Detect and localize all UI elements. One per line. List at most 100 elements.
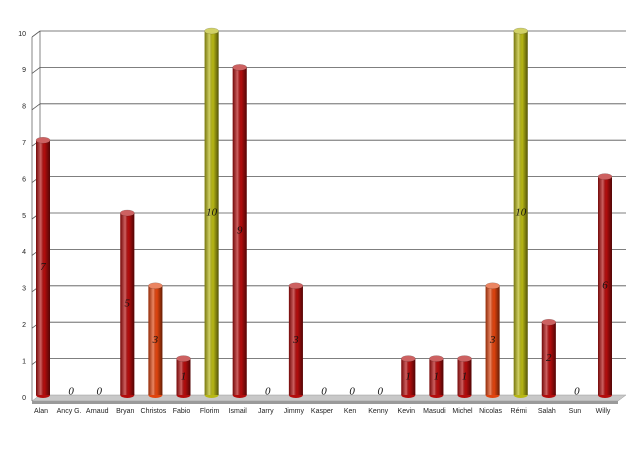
value-label: 0: [377, 386, 383, 398]
bar-shade: [541, 322, 556, 395]
x-tick-label: Ancy G.: [57, 408, 82, 415]
x-tick-label: Rémi: [511, 408, 528, 415]
bar-top: [232, 64, 247, 71]
bar-top: [513, 27, 528, 35]
value-label: 3: [489, 334, 496, 346]
value-label: 9: [237, 225, 243, 237]
x-tick-label: Bryan: [116, 408, 134, 415]
value-label: 0: [265, 386, 271, 398]
x-tick-label: Ken: [344, 408, 357, 415]
bar-top-highlight: [429, 355, 444, 362]
value-label: 1: [434, 370, 440, 382]
y-tick-label: 4: [22, 249, 26, 256]
value-label: 6: [602, 279, 608, 291]
bar-top-highlight: [232, 64, 247, 71]
y-tick-label: 0: [22, 395, 26, 402]
y-tick-label: 3: [22, 286, 26, 293]
bar-top-highlight: [204, 28, 219, 34]
value-label: 1: [462, 370, 468, 382]
value-label: 10: [515, 207, 527, 219]
bar-top: [120, 209, 135, 217]
value-label: 0: [321, 386, 327, 398]
bar-top: [204, 27, 219, 35]
x-tick-label: Sun: [569, 408, 582, 415]
y-tick-label: 7: [22, 140, 26, 147]
value-label: 1: [406, 370, 412, 382]
bar-shade: [429, 358, 444, 395]
y-tick-label: 1: [22, 358, 26, 365]
x-tick-label: Florim: [200, 408, 220, 415]
x-tick-label: Kevin: [398, 408, 416, 415]
x-tick-label: Arnaud: [86, 408, 109, 415]
bar-top: [485, 282, 500, 290]
bar-shade: [401, 358, 416, 395]
y-tick-label: 6: [22, 176, 26, 183]
bar-shade: [485, 285, 500, 395]
bar-shade: [176, 358, 191, 395]
x-tick-label: Michel: [452, 408, 473, 415]
x-tick-label: Alan: [34, 408, 48, 415]
grid-line: [31, 67, 41, 74]
bar-top: [288, 282, 304, 290]
bar-top: [35, 136, 51, 144]
x-tick-label: Fabio: [173, 408, 191, 415]
value-label: 0: [349, 386, 355, 398]
x-tick-label: Jimmy: [284, 408, 305, 415]
bar-top: [541, 318, 557, 326]
value-label: 0: [574, 386, 580, 398]
grid-line: [31, 103, 41, 111]
value-label: 2: [546, 352, 552, 364]
value-label: 5: [125, 298, 131, 310]
bar-shade: [204, 31, 219, 395]
bar-top-highlight: [120, 210, 135, 216]
floor-edge: [32, 401, 618, 404]
bar-top: [429, 355, 444, 362]
bar-top: [176, 355, 191, 362]
x-tick-label: Nicolas: [479, 408, 502, 415]
x-tick-label: Kasper: [311, 408, 334, 415]
x-tick-label: Willy: [596, 408, 611, 415]
bar-top-highlight: [148, 282, 163, 289]
value-label: 0: [68, 386, 74, 398]
bar-top-highlight: [485, 282, 500, 289]
y-tick-label: 5: [22, 213, 26, 220]
value-label: 3: [152, 334, 159, 346]
y-tick-label: 2: [22, 322, 26, 329]
bar-top: [597, 173, 613, 180]
grid-line: [31, 30, 41, 38]
x-tick-label: Masudi: [423, 408, 446, 415]
bar-top-highlight: [288, 282, 303, 289]
bar-top-highlight: [541, 319, 556, 326]
bar-top-highlight: [36, 137, 50, 144]
bar-top-highlight: [401, 355, 416, 362]
bar-shade: [598, 176, 612, 395]
value-label: 1: [181, 370, 187, 382]
x-tick-label: Jarry: [258, 408, 274, 415]
bar-top: [401, 355, 416, 362]
value-label: 10: [206, 207, 218, 219]
bar-shade: [232, 67, 247, 396]
bar-top: [457, 355, 472, 362]
bar-shade: [36, 140, 50, 395]
x-tick-label: Kenny: [368, 408, 388, 415]
value-label: 7: [40, 261, 46, 273]
bar-shade: [288, 285, 303, 395]
bar-top-highlight: [457, 355, 472, 362]
value-label: 3: [292, 334, 299, 346]
bar-top: [148, 282, 163, 290]
bar-top-highlight: [513, 28, 528, 34]
bar-shade: [513, 31, 528, 395]
x-tick-label: Salah: [538, 408, 556, 415]
y-tick-label: 10: [18, 31, 26, 38]
y-tick-label: 9: [22, 67, 26, 74]
bar-shade: [148, 285, 163, 395]
bar-top-highlight: [598, 173, 612, 180]
y-tick-label: 8: [22, 104, 26, 111]
bar-top-highlight: [176, 355, 191, 362]
x-tick-label: Ismail: [229, 408, 248, 415]
x-tick-label: Christos: [141, 408, 167, 415]
bar-shade: [120, 213, 135, 395]
value-label: 0: [96, 386, 102, 398]
bar-shade: [457, 358, 472, 395]
